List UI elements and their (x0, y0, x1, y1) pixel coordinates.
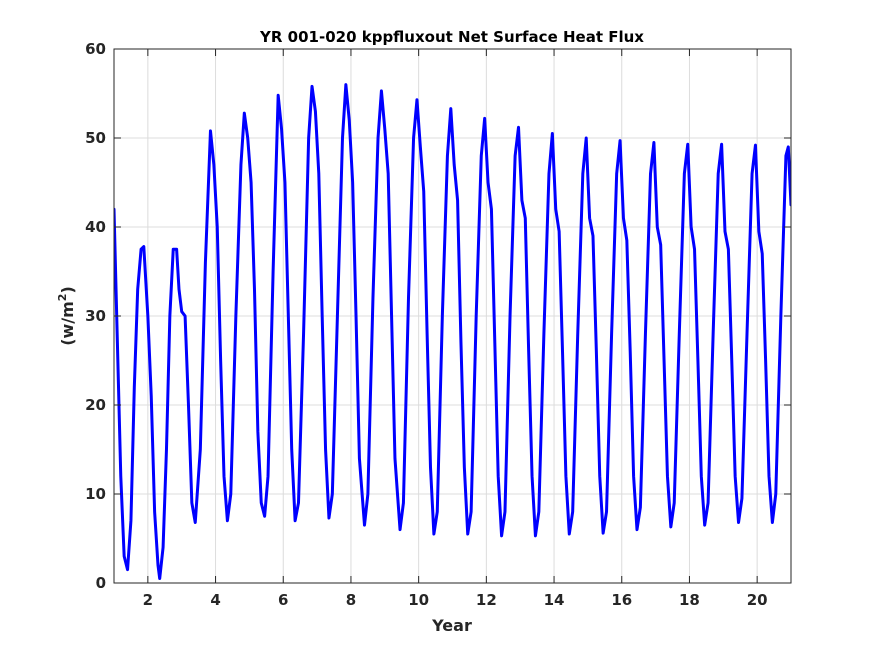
y-tick-label: 40 (85, 218, 106, 236)
y-tick-label: 10 (85, 485, 106, 503)
x-tick-label: 8 (346, 591, 356, 609)
x-axis-title: Year (431, 616, 472, 635)
x-tick-label: 2 (143, 591, 153, 609)
y-axis-title-main: (w/m (58, 301, 77, 346)
y-tick-label: 30 (85, 307, 106, 325)
x-tick-label: 16 (611, 591, 632, 609)
y-axis-title-superscript: 2 (56, 294, 69, 302)
x-tick-label: 18 (679, 591, 700, 609)
y-axis-title-close: ) (58, 286, 77, 293)
x-tick-label: 14 (544, 591, 565, 609)
series-line (114, 83, 791, 581)
x-tick-label: 4 (210, 591, 220, 609)
series-layer (114, 83, 791, 581)
tick-labels: 2 4 6 8 10 12 14 16 18 20 0 10 20 30 40 50 60 (85, 40, 767, 609)
y-tick-label: 0 (96, 574, 106, 592)
y-axis-title: (w/m2) (56, 286, 77, 346)
y-tick-label: 20 (85, 396, 106, 414)
x-tick-label: 20 (747, 591, 768, 609)
x-tick-label: 6 (278, 591, 288, 609)
y-tick-label: 50 (85, 129, 106, 147)
tick-marks (114, 48, 791, 584)
x-tick-label: 10 (408, 591, 429, 609)
y-tick-label: 60 (85, 40, 106, 58)
x-tick-label: 12 (476, 591, 497, 609)
chart-title: YR 001-020 kppfluxout Net Surface Heat F… (259, 28, 644, 46)
